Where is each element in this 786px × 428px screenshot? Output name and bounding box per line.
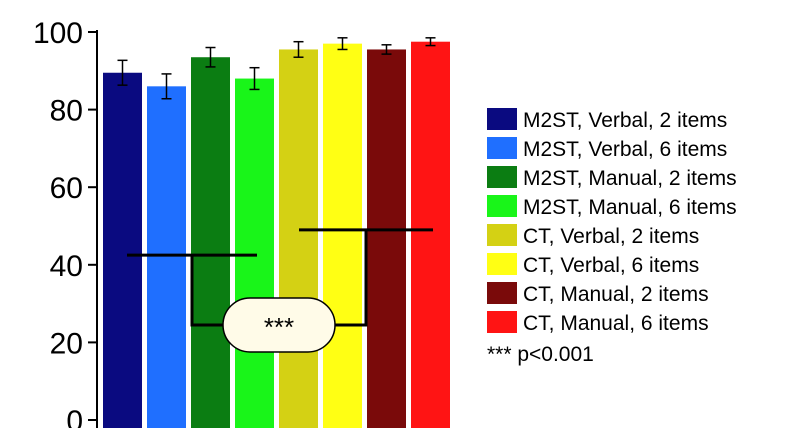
error-bar	[381, 44, 392, 55]
legend-swatch	[487, 311, 517, 333]
bars	[103, 41, 450, 428]
bar	[191, 57, 230, 428]
legend-label: CT, Manual, 6 items	[523, 312, 709, 335]
legend-label: CT, Verbal, 6 items	[523, 254, 699, 277]
legend-swatch	[487, 137, 517, 159]
error-bar	[161, 73, 172, 100]
legend-item: CT, Manual, 2 items	[487, 282, 709, 306]
bar	[235, 78, 274, 428]
error-bars	[117, 37, 436, 100]
legend-item: CT, Verbal, 6 items	[487, 253, 699, 277]
legend-swatch	[487, 282, 517, 304]
legend: M2ST, Verbal, 2 items M2ST, Verbal, 6 ite…	[487, 108, 737, 366]
error-bar	[205, 46, 216, 68]
legend-label: M2ST, Manual, 2 items	[523, 167, 737, 190]
legend-swatch	[487, 224, 517, 246]
significance-note: *** p<0.001	[487, 343, 594, 366]
y-tick-label: 40	[50, 250, 83, 283]
y-tick-label: 60	[50, 172, 83, 205]
bar	[411, 41, 450, 428]
legend-item: M2ST, Verbal, 2 items	[487, 108, 727, 132]
legend-item: CT, Verbal, 2 items	[487, 224, 699, 248]
bar	[367, 49, 406, 428]
significance-bracket: ***	[127, 228, 433, 353]
error-bar	[249, 66, 260, 91]
error-bar	[293, 40, 304, 58]
error-bar	[117, 59, 128, 86]
y-tick-label: 20	[50, 327, 83, 360]
error-bar	[425, 37, 436, 47]
error-bar	[337, 37, 348, 51]
legend-item: M2ST, Manual, 6 items	[487, 195, 737, 219]
bar	[147, 86, 186, 428]
significance-label: ***	[264, 312, 294, 342]
legend-item: M2ST, Manual, 2 items	[487, 166, 737, 190]
y-axis: 0 20 40 60 80 100	[33, 17, 98, 428]
bar	[323, 43, 362, 428]
legend-label: M2ST, Verbal, 2 items	[523, 109, 727, 132]
legend-label: M2ST, Verbal, 6 items	[523, 138, 727, 161]
legend-label: CT, Manual, 2 items	[523, 283, 709, 306]
y-tick-label: 100	[33, 17, 83, 50]
y-tick-label: 0	[66, 405, 83, 428]
legend-item: CT, Manual, 6 items	[487, 311, 709, 335]
legend-label: CT, Verbal, 2 items	[523, 225, 699, 248]
legend-item: M2ST, Verbal, 6 items	[487, 137, 727, 161]
legend-swatch	[487, 108, 517, 130]
bar	[279, 49, 318, 428]
legend-label: M2ST, Manual, 6 items	[523, 196, 737, 219]
significance-pill	[222, 297, 336, 353]
y-tick-label: 80	[50, 95, 83, 128]
bar	[103, 72, 142, 428]
legend-swatch	[487, 253, 517, 275]
legend-swatch	[487, 166, 517, 188]
legend-swatch	[487, 195, 517, 217]
